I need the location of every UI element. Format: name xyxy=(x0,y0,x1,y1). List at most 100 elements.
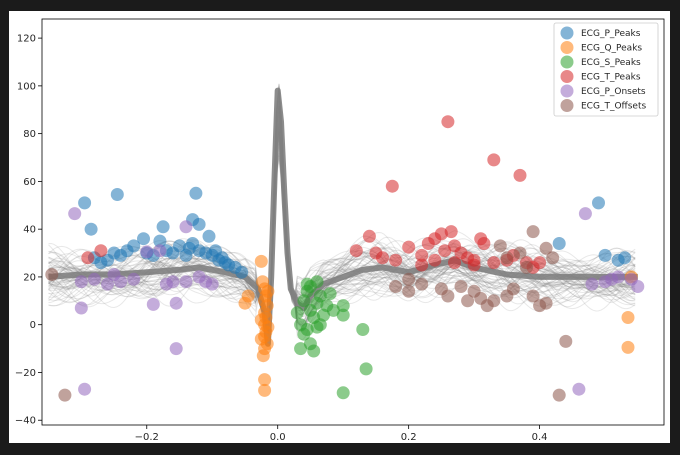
data-point xyxy=(454,280,468,293)
data-point xyxy=(444,225,458,239)
data-point xyxy=(313,289,327,303)
data-point xyxy=(153,234,167,248)
scatter-points xyxy=(45,115,645,402)
legend-label: ECG_P_Peaks xyxy=(581,29,641,39)
data-point xyxy=(552,388,566,402)
data-point xyxy=(500,251,514,265)
data-point xyxy=(539,241,553,255)
data-point xyxy=(467,258,481,272)
data-point xyxy=(110,188,124,201)
data-point xyxy=(389,280,403,293)
ecg-trace xyxy=(48,114,636,334)
y-tick-label: 80 xyxy=(23,129,36,140)
ecg-mean-trace xyxy=(48,87,638,347)
series-ecg-s-peaks xyxy=(290,275,373,400)
data-point xyxy=(205,277,219,291)
data-point xyxy=(493,239,507,253)
data-point xyxy=(592,196,605,210)
data-point xyxy=(487,153,501,167)
y-tick-label: 120 xyxy=(17,34,36,45)
legend-label: ECG_T_Offsets xyxy=(581,102,646,112)
y-tick-label: 0 xyxy=(30,320,36,331)
data-point xyxy=(256,275,270,289)
data-point xyxy=(45,268,59,281)
plot-area-border xyxy=(41,18,665,426)
data-point xyxy=(241,289,255,303)
ecg-trace xyxy=(48,129,636,329)
data-point xyxy=(585,277,599,291)
data-point xyxy=(58,388,72,402)
ecg-trace xyxy=(48,133,636,333)
legend-marker xyxy=(560,70,574,83)
data-point xyxy=(402,272,416,286)
data-point xyxy=(621,340,635,354)
data-point xyxy=(235,265,249,279)
data-point xyxy=(189,186,203,200)
y-tick-label: 100 xyxy=(17,81,36,92)
data-point xyxy=(526,289,540,303)
y-tick-label: −40 xyxy=(15,416,36,427)
data-point xyxy=(300,323,314,336)
data-point xyxy=(218,256,232,270)
ecg-average-trace xyxy=(48,87,638,347)
figure-canvas: −0.2 0.0 0.2 0.4 −40 −20 0 20 40 60 80 100 120 ECG_… xyxy=(9,11,670,443)
data-point xyxy=(127,239,141,253)
data-point xyxy=(310,275,324,289)
data-point xyxy=(137,232,150,246)
x-axis: −0.2 0.0 0.2 0.4 xyxy=(135,425,548,443)
ecg-trace xyxy=(48,131,636,330)
data-point xyxy=(114,248,128,262)
data-point xyxy=(526,225,540,239)
data-point xyxy=(362,229,376,243)
data-point xyxy=(500,289,514,303)
data-point xyxy=(173,239,186,253)
data-point xyxy=(621,311,635,324)
legend-marker xyxy=(560,55,574,69)
data-point xyxy=(546,251,560,265)
data-point xyxy=(256,349,270,363)
data-point xyxy=(467,284,481,298)
data-point xyxy=(533,256,547,270)
ecg-trace xyxy=(48,154,636,333)
data-point xyxy=(461,294,475,308)
data-point xyxy=(402,240,416,254)
legend: ECG_P_Peaks ECG_Q_Peaks ECG_S_Peaks ECG_T_P… xyxy=(553,22,659,117)
data-point xyxy=(68,207,82,221)
data-point xyxy=(487,256,501,270)
data-point xyxy=(513,246,527,260)
data-point xyxy=(477,237,491,250)
data-point xyxy=(438,244,452,258)
data-point xyxy=(261,284,275,298)
data-point xyxy=(202,229,216,243)
data-point xyxy=(169,296,183,310)
data-point xyxy=(402,284,416,298)
data-point xyxy=(520,260,533,274)
ecg-trace xyxy=(48,84,636,335)
ecg-trace xyxy=(48,114,636,335)
data-point xyxy=(260,299,274,313)
data-point xyxy=(618,251,632,265)
data-point xyxy=(434,227,448,241)
data-point xyxy=(415,248,429,262)
data-point xyxy=(146,297,160,311)
data-point xyxy=(389,253,403,267)
data-point xyxy=(624,272,638,286)
legend-marker xyxy=(560,84,574,98)
data-point xyxy=(258,383,272,397)
data-point xyxy=(254,254,268,268)
ecg-trace xyxy=(48,85,636,330)
data-point xyxy=(140,245,154,259)
data-point xyxy=(307,344,321,358)
y-tick-label: −20 xyxy=(15,368,36,379)
legend-marker xyxy=(560,99,574,112)
data-point xyxy=(294,342,308,356)
data-point xyxy=(323,287,337,301)
data-point xyxy=(78,382,92,396)
data-point xyxy=(415,258,429,272)
legend-label: ECG_Q_Peaks xyxy=(581,44,642,54)
data-point xyxy=(336,386,350,400)
series-ecg-p-onsets xyxy=(68,207,645,396)
data-point xyxy=(441,289,455,303)
data-point xyxy=(441,115,455,129)
ecg-trace xyxy=(48,120,636,335)
